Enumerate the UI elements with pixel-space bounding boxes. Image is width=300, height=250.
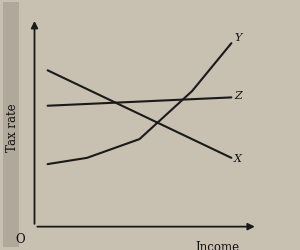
- Text: Z: Z: [234, 91, 242, 101]
- Text: O: O: [15, 232, 25, 245]
- Bar: [3, 2, 19, 248]
- Text: Tax rate: Tax rate: [6, 103, 19, 151]
- Text: Y: Y: [234, 33, 242, 43]
- Text: X: X: [234, 153, 242, 163]
- Text: Income: Income: [195, 240, 239, 250]
